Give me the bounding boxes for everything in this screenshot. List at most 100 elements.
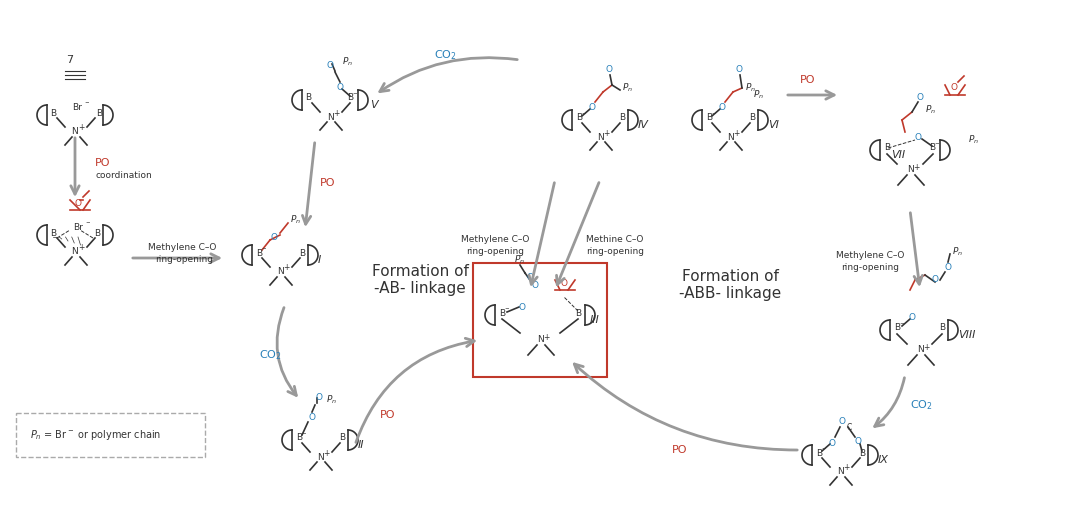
Text: N: N (71, 128, 79, 136)
Text: B: B (347, 94, 353, 102)
Text: PO: PO (800, 75, 815, 85)
Text: VIII: VIII (958, 330, 975, 340)
Text: +: + (323, 449, 329, 457)
Text: IX: IX (878, 455, 889, 465)
Text: B: B (50, 229, 56, 237)
Text: IV: IV (638, 120, 649, 130)
Text: ring-opening: ring-opening (156, 255, 213, 265)
Text: O: O (917, 94, 923, 102)
Text: $^-$: $^-$ (84, 218, 92, 228)
Text: VII: VII (891, 150, 905, 160)
Text: N: N (71, 248, 79, 256)
Text: N: N (596, 132, 604, 142)
Text: VI: VI (768, 120, 779, 130)
Text: O: O (337, 83, 343, 93)
Text: PO: PO (320, 178, 336, 188)
Text: B: B (939, 323, 945, 333)
Text: O: O (527, 272, 534, 282)
Text: $^-$: $^-$ (83, 98, 91, 108)
Text: $P_n$: $P_n$ (342, 56, 353, 68)
FancyBboxPatch shape (16, 413, 205, 457)
Text: N: N (917, 346, 923, 354)
Text: +: + (283, 264, 289, 272)
Text: O: O (606, 65, 612, 75)
Text: B: B (96, 109, 103, 117)
Text: PO: PO (380, 410, 395, 420)
Text: CO$_2$: CO$_2$ (910, 398, 933, 412)
Text: Formation of
-ABB- linkage: Formation of -ABB- linkage (679, 269, 781, 301)
Text: +: + (913, 163, 919, 171)
Text: O: O (75, 199, 81, 209)
Text: $^-$: $^-$ (503, 304, 511, 314)
Text: N: N (316, 453, 323, 461)
Text: O: O (908, 314, 916, 322)
Text: +: + (733, 129, 739, 138)
Text: +: + (842, 464, 849, 472)
Text: O: O (915, 133, 921, 143)
Text: ring-opening: ring-opening (841, 263, 899, 271)
Text: CO$_2$: CO$_2$ (258, 348, 282, 362)
Text: +: + (922, 342, 929, 352)
Text: Methylene C–O: Methylene C–O (461, 235, 529, 245)
Text: B: B (748, 113, 755, 123)
Text: B: B (619, 113, 625, 123)
Text: B: B (859, 449, 865, 457)
Text: N: N (727, 132, 733, 142)
Text: V: V (370, 100, 378, 110)
Text: Methylene C–O: Methylene C–O (148, 244, 216, 252)
Text: $P_n$: $P_n$ (326, 394, 337, 406)
Text: B: B (296, 434, 302, 442)
Text: O: O (315, 393, 323, 403)
Text: 7: 7 (67, 55, 73, 65)
Text: O: O (735, 65, 743, 75)
Text: Methine C–O: Methine C–O (586, 235, 644, 245)
Text: $P_n$: $P_n$ (924, 104, 936, 116)
Text: $P_n$: $P_n$ (745, 82, 756, 94)
Text: $P_n$: $P_n$ (622, 82, 633, 94)
Text: N: N (276, 267, 283, 277)
Text: $P_n$: $P_n$ (951, 246, 963, 258)
FancyBboxPatch shape (473, 263, 607, 377)
Text: +: + (603, 129, 609, 138)
Text: ring-opening: ring-opening (586, 248, 644, 256)
Text: B: B (575, 308, 581, 318)
Text: +: + (78, 244, 84, 252)
Text: O: O (270, 233, 278, 243)
Text: coordination: coordination (95, 170, 152, 180)
Text: O: O (589, 104, 595, 112)
Text: $P_n$: $P_n$ (514, 254, 526, 266)
Text: $^-$: $^-$ (300, 430, 308, 438)
Text: PO: PO (672, 445, 688, 455)
Text: O: O (561, 280, 567, 288)
Text: N: N (906, 165, 914, 175)
Text: $^-$: $^-$ (351, 90, 359, 98)
Text: O: O (854, 437, 862, 445)
Text: $P_n$ = Br$^-$ or polymer chain: $P_n$ = Br$^-$ or polymer chain (30, 428, 161, 442)
Text: +: + (333, 109, 339, 117)
Text: B: B (50, 109, 56, 117)
Text: $P_n$: $P_n$ (291, 214, 301, 226)
Text: O: O (326, 60, 334, 70)
Text: I: I (318, 255, 321, 265)
Text: $^-$: $^-$ (933, 140, 941, 148)
Text: +: + (78, 124, 84, 132)
Text: B: B (706, 113, 712, 123)
Text: CO$_2$: CO$_2$ (433, 48, 457, 62)
Text: B: B (815, 449, 822, 457)
Text: $^-$: $^-$ (899, 319, 905, 329)
Text: N: N (537, 335, 543, 345)
Text: Formation of
-AB- linkage: Formation of -AB- linkage (372, 264, 469, 296)
Text: +: + (543, 333, 550, 341)
Text: B: B (894, 323, 900, 333)
Text: $^-$: $^-$ (260, 245, 268, 253)
Text: B: B (576, 113, 582, 123)
Text: Br: Br (72, 102, 82, 112)
Text: N: N (326, 112, 334, 122)
Text: Br: Br (73, 222, 83, 232)
Text: O: O (309, 414, 315, 422)
Text: PO: PO (95, 158, 110, 168)
Text: B: B (305, 94, 311, 102)
Text: O: O (718, 104, 726, 112)
Text: B: B (256, 249, 262, 258)
Text: C: C (847, 422, 852, 432)
